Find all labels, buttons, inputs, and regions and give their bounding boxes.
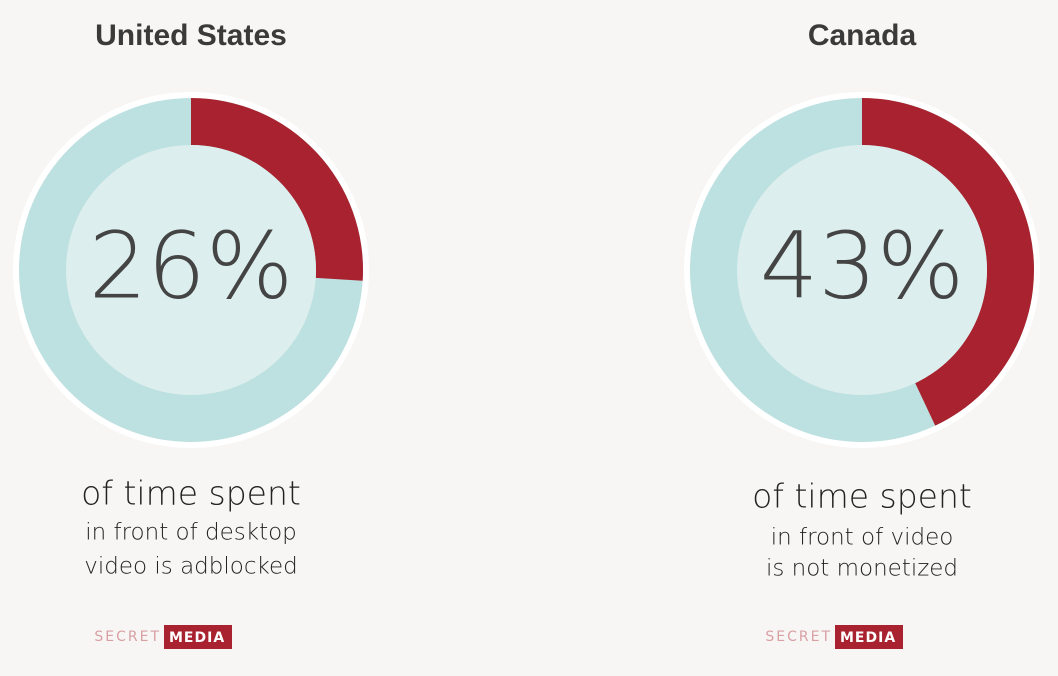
donut-hole [66,145,316,395]
caption: is not monetized [766,556,958,582]
caption: in front of desktop [85,520,297,546]
logo-text: SECRET [765,629,832,645]
value-label: 43% [760,213,964,320]
donut-hole [737,145,987,395]
logo-text: MEDIA [840,630,896,646]
value-label: 26% [89,213,293,320]
logo-text: SECRET [94,629,161,645]
caption: of time spent [81,474,301,513]
donut-segment [191,98,363,281]
donut-segment [862,98,1034,426]
logo-box [164,625,232,649]
caption: video is adblocked [84,554,297,580]
logo-text: MEDIA [169,630,225,646]
chart-title: United States [95,19,287,52]
chart-title: Canada [808,19,917,52]
caption: in front of video [771,525,954,551]
logo-box [835,625,903,649]
caption: of time spent [752,477,972,516]
